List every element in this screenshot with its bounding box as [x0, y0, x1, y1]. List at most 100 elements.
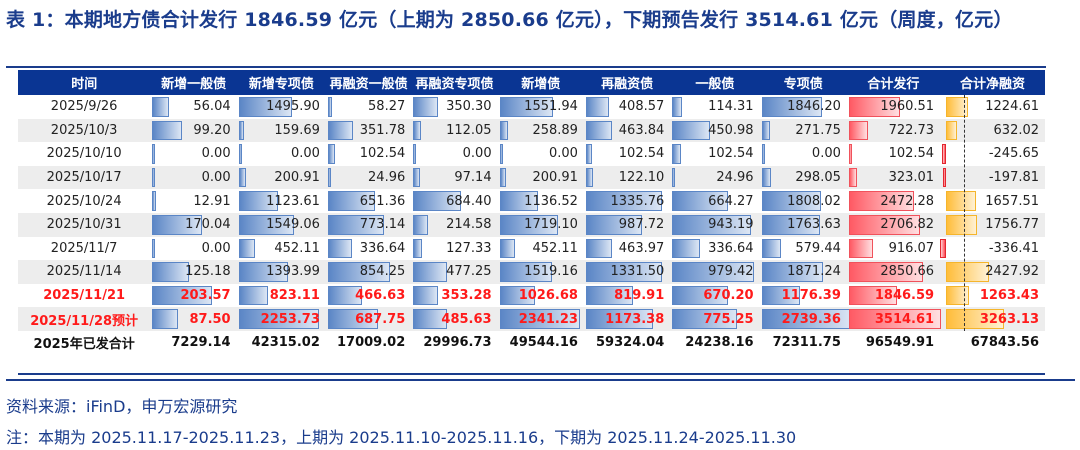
- header-new-special: 新增专项债: [248, 77, 314, 92]
- cell-new-special: 42315.02: [237, 331, 326, 355]
- cell-value: 102.54: [618, 146, 665, 162]
- table-header: 时间 新增一般债 新增专项债 再融资一般债 再融资专项债 新增债 再融资债 一般债 专项债 合计发…: [18, 70, 1045, 95]
- cell-value: 1331.50: [610, 264, 665, 280]
- cell-value: -336.41: [988, 240, 1040, 256]
- cell-value: 102.54: [359, 146, 406, 162]
- cell-value: 12.91: [193, 193, 231, 209]
- cell-value: 17009.02: [336, 335, 406, 351]
- row-date: 2025/10/3: [50, 122, 118, 138]
- data-bar: [848, 309, 941, 329]
- data-bar: [848, 262, 924, 282]
- data-bar-positive: [946, 191, 976, 211]
- cell-value: 684.40: [446, 193, 492, 209]
- cell-value: 452.11: [274, 240, 320, 256]
- header-refi-general: 再融资一般债: [329, 77, 408, 92]
- cell-value: 463.84: [618, 122, 665, 138]
- cell-value: 214.58: [446, 217, 492, 233]
- cell-general-total: 24.96: [670, 166, 759, 190]
- cell-value: 72311.75: [772, 335, 841, 351]
- data-bar-negative: [940, 238, 947, 259]
- cell-value: 664.27: [708, 193, 754, 209]
- data-bar: [152, 97, 169, 117]
- cell-value: 200.91: [274, 170, 320, 186]
- cell-value: 463.97: [618, 240, 665, 256]
- cell-value: -197.81: [988, 170, 1040, 186]
- data-bar: [413, 262, 447, 282]
- data-bar: [499, 120, 509, 141]
- cell-value: 651.36: [359, 193, 406, 209]
- data-bar: [848, 167, 858, 188]
- data-bar: [238, 285, 268, 306]
- cell-value: 670.20: [703, 288, 754, 304]
- cell-value: 819.91: [614, 288, 665, 304]
- cell-new-total: 1551.94: [498, 95, 584, 119]
- cell-new-general: 125.18: [150, 260, 236, 284]
- cell-value: 1846.20: [787, 99, 841, 115]
- cell-new-general: 7229.14: [150, 331, 236, 355]
- cell-value: 1263.43: [979, 288, 1040, 304]
- cell-value: 1519.16: [524, 264, 578, 280]
- cell-new-general: 0.00: [150, 142, 236, 166]
- cell-value: 452.11: [532, 240, 578, 256]
- cell-value: 58.27: [368, 99, 406, 115]
- cell-value: 2472.28: [880, 193, 935, 209]
- data-bar: [327, 120, 354, 141]
- cell-value: 127.33: [446, 240, 492, 256]
- cell-value: 271.75: [795, 122, 841, 138]
- data-bar: [761, 238, 781, 259]
- data-bar: [413, 120, 422, 141]
- row-date: 2025/10/10: [46, 146, 122, 162]
- data-bar: [238, 214, 294, 235]
- table-title: 表 1：本期地方债合计发行 1846.59 亿元（上期为 2850.66 亿元）…: [6, 9, 1013, 31]
- data-bar: [238, 167, 246, 188]
- cell-net-financing: 632.02: [940, 119, 1045, 143]
- cell-special-total: 72311.75: [760, 331, 847, 355]
- cell-new-general: 99.20: [150, 119, 236, 143]
- cell-total-issuance: 1846.59: [847, 284, 940, 308]
- cell-general-total: 102.54: [670, 142, 759, 166]
- data-bar: [499, 238, 516, 259]
- cell-value: 773.14: [359, 217, 406, 233]
- cell-value: 450.98: [708, 122, 754, 138]
- data-bar: [761, 191, 821, 211]
- data-bar: [327, 191, 376, 211]
- cell-refi-general: 58.27: [326, 95, 411, 119]
- cell-refi-total: 1331.50: [584, 260, 670, 284]
- cell-value: 1871.24: [787, 264, 841, 280]
- data-bar: [499, 309, 580, 329]
- cell-value: 29996.73: [423, 335, 492, 351]
- cell-total-issuance: 323.01: [847, 166, 940, 190]
- cell-value: 96549.91: [865, 335, 935, 351]
- data-bar: [413, 238, 423, 259]
- cell-refi-total: 463.84: [584, 119, 670, 143]
- data-bar: [152, 214, 203, 235]
- data-bar: [327, 262, 390, 282]
- data-bar: [585, 285, 633, 306]
- cell-value: 854.25: [359, 264, 406, 280]
- data-bar: [761, 120, 771, 141]
- cell-new-total: 1026.68: [498, 284, 584, 308]
- header-total-issuance: 合计发行: [867, 77, 920, 92]
- cell-net-financing: -245.65: [940, 142, 1045, 166]
- cell-general-total: 450.98: [670, 119, 759, 143]
- title-divider: [6, 66, 1046, 68]
- cell-refi-total: 102.54: [584, 142, 670, 166]
- cell-refi-total: 987.72: [584, 213, 670, 237]
- data-bar: [499, 167, 507, 188]
- cell-total-issuance: 2706.82: [847, 213, 940, 237]
- data-bar: [761, 285, 801, 306]
- cell-value: 687.75: [355, 311, 406, 327]
- cell-refi-general: 651.36: [326, 189, 411, 213]
- data-bar: [672, 285, 729, 306]
- data-bar: [413, 97, 438, 117]
- table-row: 2025/11/28预计 87.50 2253.73 687.75 485.63 2341…: [18, 307, 1045, 331]
- cell-new-total: 0.00: [498, 142, 584, 166]
- cell-value: 102.54: [888, 146, 935, 162]
- cell-value: 298.05: [795, 170, 841, 186]
- cell-value: 0.00: [811, 146, 841, 162]
- cell-value: 0.00: [548, 146, 578, 162]
- cell-refi-general: 854.25: [326, 260, 411, 284]
- cell-net-financing: 67843.56: [940, 331, 1045, 355]
- row-date: 2025/10/31: [46, 217, 122, 233]
- cell-value: 350.30: [446, 99, 492, 115]
